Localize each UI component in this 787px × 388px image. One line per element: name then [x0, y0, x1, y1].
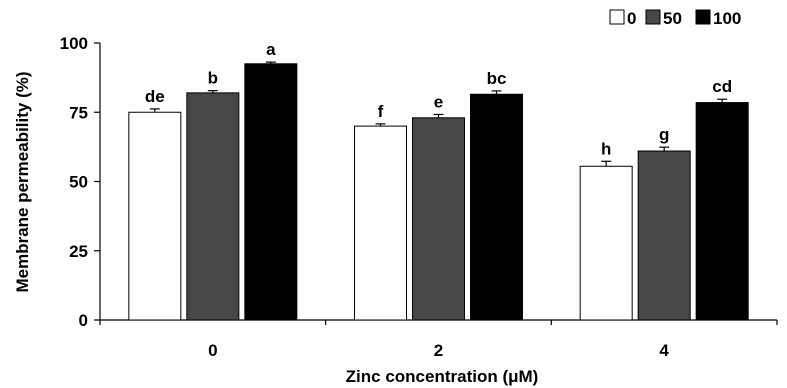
x-tick-label: 4	[659, 341, 669, 360]
x-tick-label: 0	[208, 341, 217, 360]
x-tick-label: 2	[434, 341, 443, 360]
significance-label: b	[208, 69, 218, 88]
bar	[579, 165, 633, 321]
y-axis-title: Membrane permeability (%)	[13, 71, 32, 292]
y-tick-label: 50	[69, 173, 88, 192]
x-axis-title: Zinc concentration (μM)	[346, 367, 539, 386]
significance-label: bc	[487, 69, 507, 88]
legend-swatch	[645, 9, 661, 25]
legend-label: 50	[663, 9, 682, 28]
significance-label: h	[601, 139, 611, 158]
y-tick-label: 75	[69, 103, 88, 122]
significance-label: a	[266, 40, 276, 59]
bar	[128, 111, 182, 321]
y-tick-label: 0	[79, 311, 88, 330]
y-tick-label: 100	[60, 34, 88, 53]
bar	[412, 117, 465, 321]
significance-label: de	[145, 87, 165, 106]
bar	[186, 92, 240, 321]
y-tick-label: 25	[69, 242, 88, 261]
significance-label: f	[378, 102, 384, 121]
bar	[695, 102, 749, 321]
bar	[470, 93, 523, 321]
bar	[637, 150, 691, 321]
significance-label: cd	[712, 77, 732, 96]
bar	[354, 125, 407, 321]
legend: 0 50 100	[609, 9, 741, 28]
bar	[244, 63, 298, 321]
legend-swatch	[609, 9, 625, 25]
legend-swatch	[695, 9, 711, 25]
significance-label: g	[659, 125, 669, 144]
legend-label: 0	[627, 9, 636, 28]
bars: de b a f e bc h g cd	[128, 40, 749, 321]
significance-label: e	[434, 92, 443, 111]
legend-label: 100	[713, 9, 741, 28]
